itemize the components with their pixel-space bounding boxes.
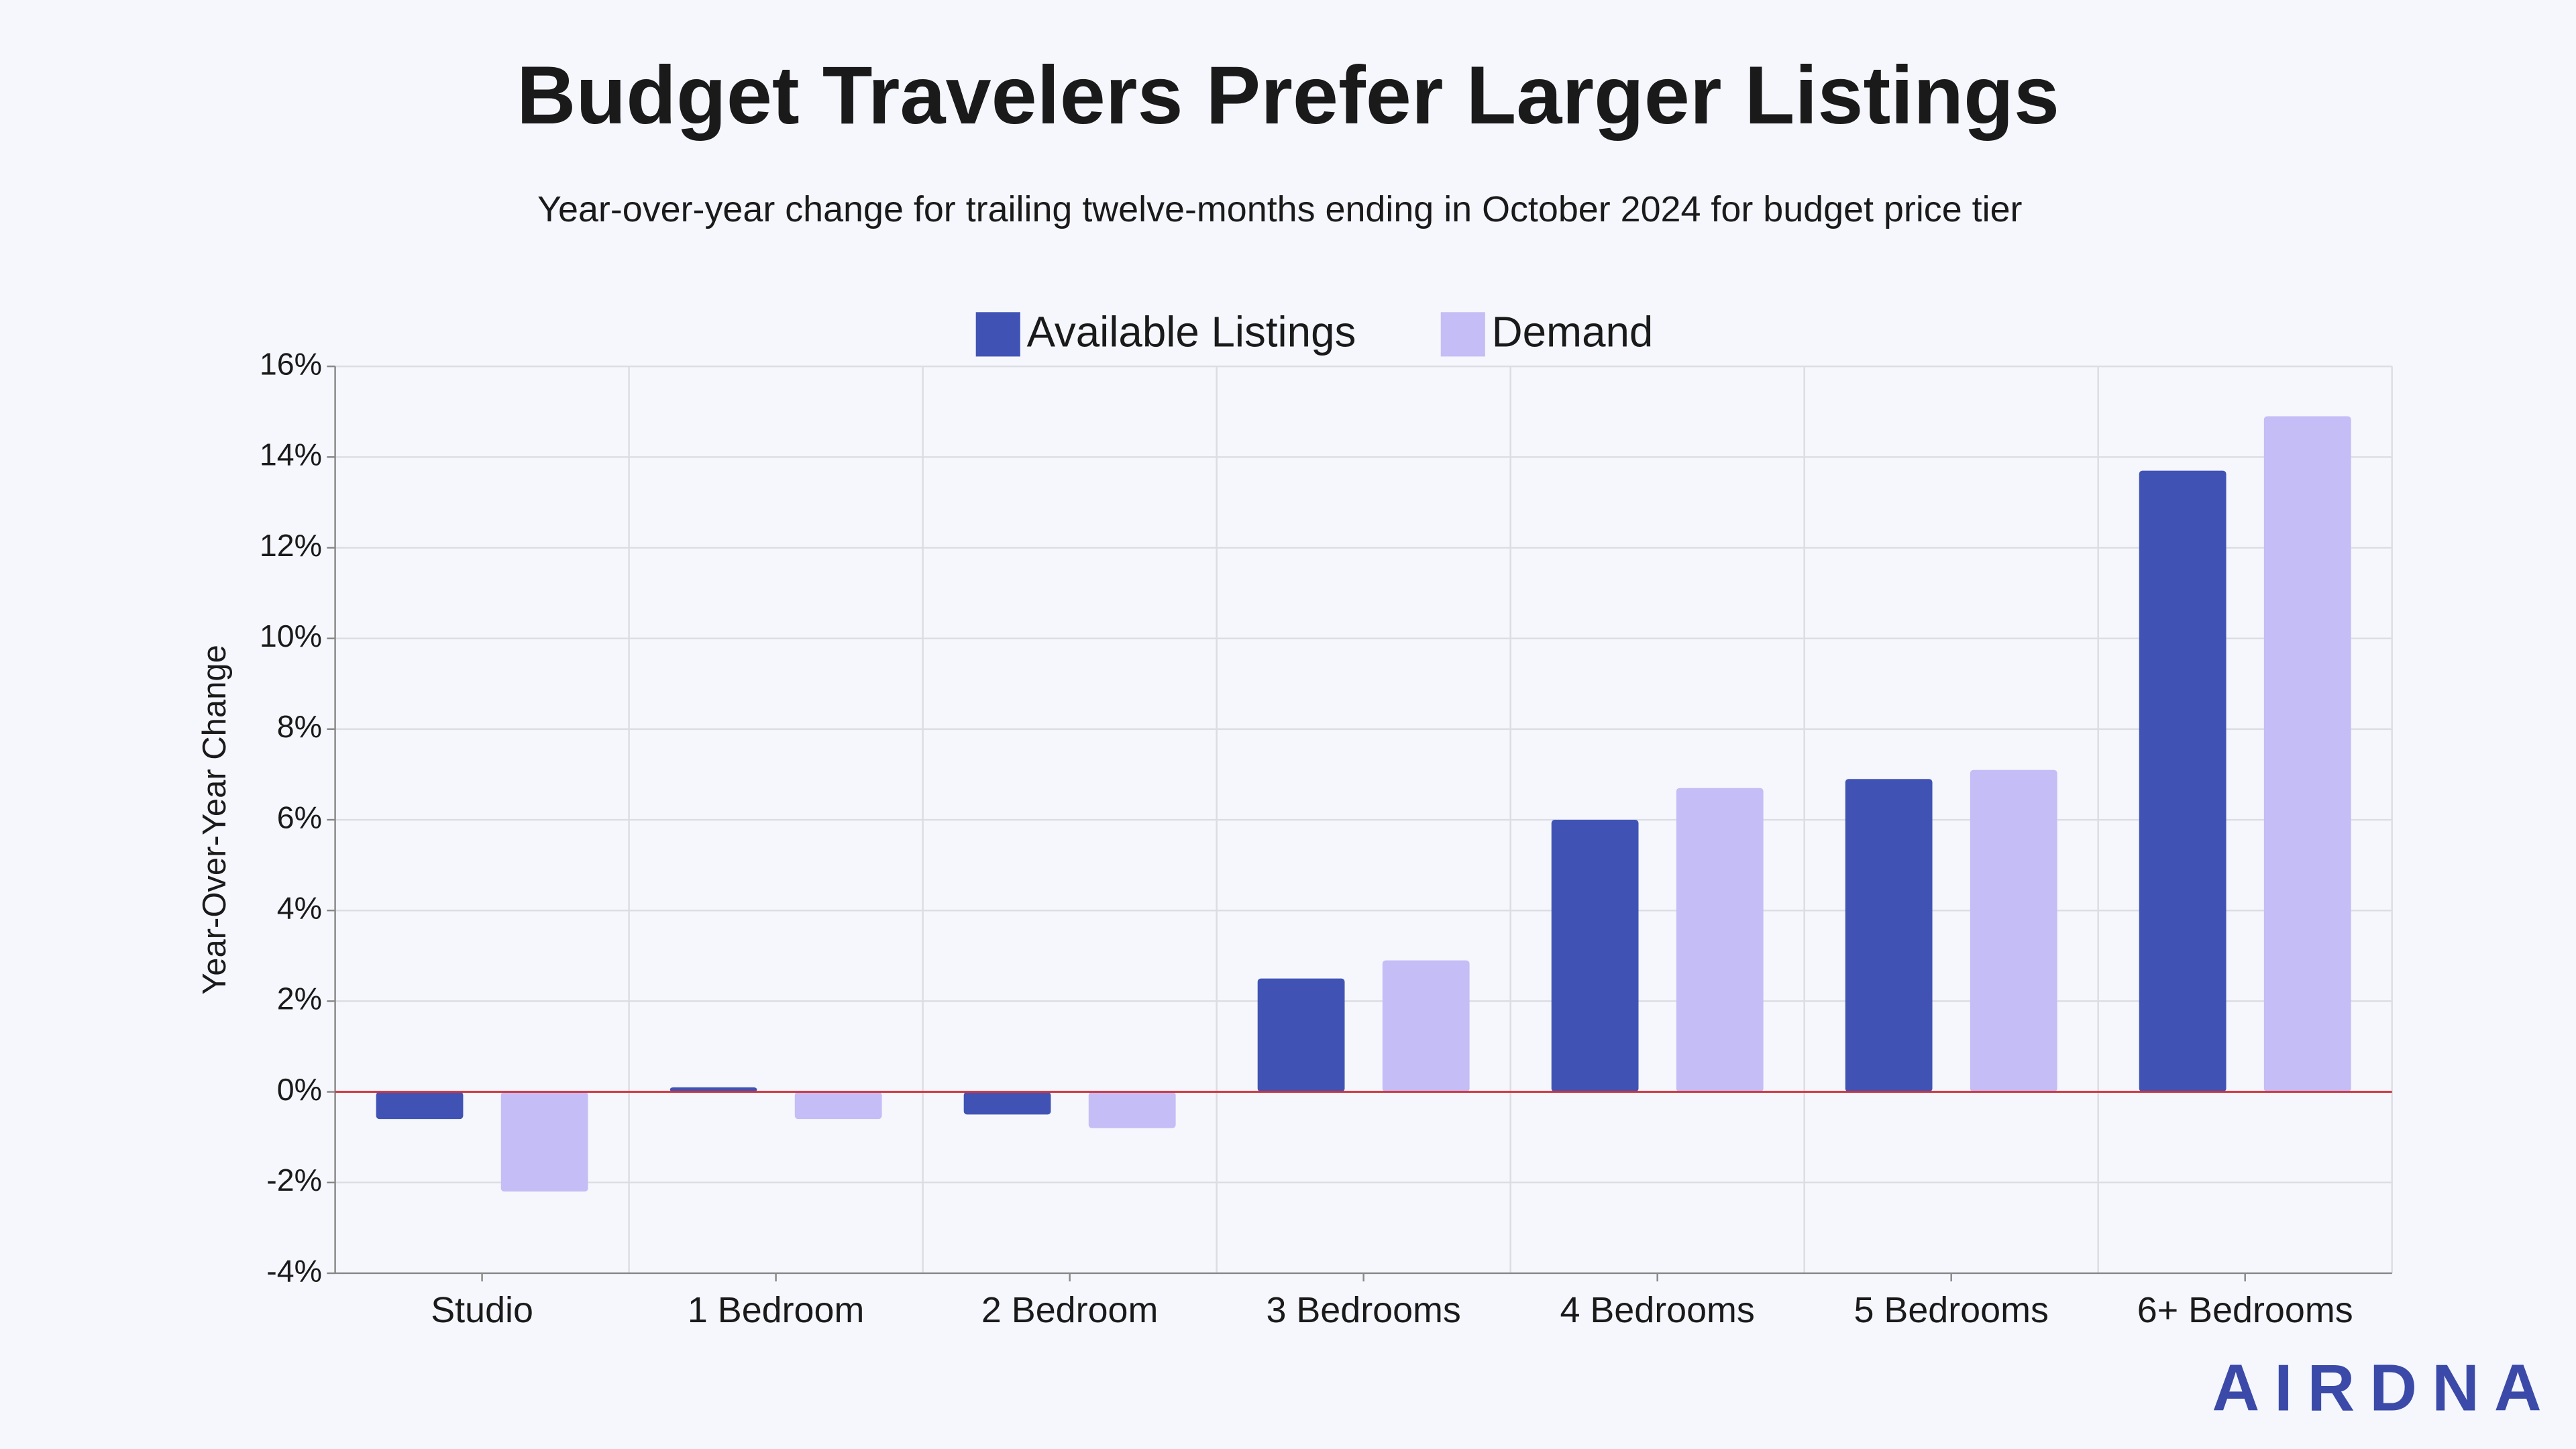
y-tick-label: 14% <box>260 437 322 472</box>
bar <box>1257 978 1345 1092</box>
bar <box>2263 416 2351 1092</box>
x-tick-label: 5 Bedrooms <box>1854 1290 2048 1330</box>
legend-label: Available Listings <box>1027 308 1356 356</box>
legend-label: Demand <box>1492 308 1654 356</box>
y-tick-label: 8% <box>277 709 322 744</box>
x-tick-label: 1 Bedroom <box>688 1290 864 1330</box>
bar <box>376 1091 464 1120</box>
y-tick-label: 0% <box>277 1072 322 1107</box>
x-tick-label: 2 Bedroom <box>981 1290 1158 1330</box>
bar <box>1382 960 1470 1092</box>
chart-subtitle: Year-over-year change for trailing twelv… <box>537 189 2023 229</box>
bar <box>963 1091 1051 1115</box>
y-tick-label: 2% <box>277 981 322 1016</box>
bar <box>1551 820 1639 1092</box>
y-tick-label: 6% <box>277 800 322 835</box>
y-tick-label: 4% <box>277 891 322 926</box>
x-tick-label: 3 Bedrooms <box>1266 1290 1460 1330</box>
bar <box>794 1091 882 1120</box>
bar <box>2139 470 2226 1092</box>
x-tick-label: 4 Bedrooms <box>1560 1290 1754 1330</box>
y-tick-label: 16% <box>260 346 322 381</box>
y-tick-label: 12% <box>260 528 322 563</box>
y-tick-label: -2% <box>266 1163 322 1197</box>
bar <box>1845 779 1933 1092</box>
bar <box>669 1087 757 1092</box>
bar <box>500 1091 588 1192</box>
legend-swatch <box>1440 312 1485 357</box>
y-tick-label: 10% <box>260 619 322 653</box>
bar <box>1676 788 1764 1092</box>
legend-swatch <box>975 312 1020 357</box>
x-tick-label: Studio <box>431 1290 533 1330</box>
bar <box>1088 1091 1176 1128</box>
bar <box>1970 769 2057 1092</box>
y-axis-label: Year-Over-Year Change <box>197 645 233 995</box>
y-tick-label: -4% <box>266 1253 322 1288</box>
chart-title: Budget Travelers Prefer Larger Listings <box>517 49 2059 141</box>
brand-logo: AIRDNA <box>2212 1351 2557 1425</box>
x-tick-label: 6+ Bedrooms <box>2137 1290 2353 1330</box>
